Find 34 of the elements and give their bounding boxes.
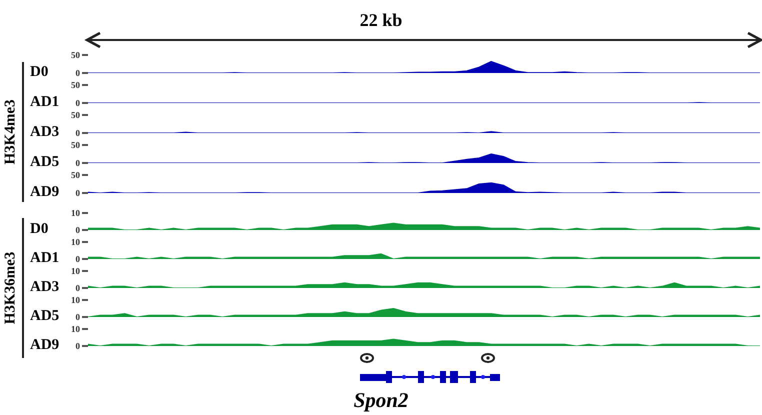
y-tick-label: 50 <box>71 50 80 60</box>
y-tick-label: 50 <box>71 170 80 180</box>
y-tick-label: 10 <box>71 237 80 248</box>
text: H3K4me3 <box>2 100 20 164</box>
y-tick-label: 0 <box>76 158 80 168</box>
y-axis-title: AD1 <box>30 250 60 267</box>
y-axis-title: AD9 <box>30 184 60 201</box>
y-tick-label: 10 <box>71 324 80 334</box>
y-tick-label: 50 <box>71 110 80 120</box>
y-tick-label: 0 <box>76 98 80 108</box>
y-tick-label: 0 <box>76 225 80 236</box>
y-axis-title: D0 <box>30 64 48 81</box>
y-tick-label: 0 <box>76 128 80 138</box>
x-axis-title: Spon2 <box>352 388 410 413</box>
y-tick-label: 0 <box>76 283 80 294</box>
y-tick-label: 0 <box>76 188 80 198</box>
y-tick-label: 10 <box>71 295 80 306</box>
y-axis-title: AD1 <box>30 94 60 111</box>
y-tick-label: 50 <box>71 140 80 150</box>
y-axis-title: AD3 <box>30 124 60 141</box>
y-tick-label: 0 <box>76 254 80 264</box>
y-axis-title: AD3 <box>30 279 60 296</box>
y-axis-title: AD5 <box>30 154 60 171</box>
y-tick-label: 0 <box>76 341 80 352</box>
y-tick-label: 10 <box>71 266 80 276</box>
y-axis-title: AD9 <box>30 337 60 354</box>
chart-title: 22 kb <box>358 10 404 31</box>
y-axis-title: D0 <box>30 221 48 238</box>
text: H3K36me3 <box>2 252 20 324</box>
y-tick-label: 10 <box>71 208 80 218</box>
y-axis-title: AD5 <box>30 308 60 325</box>
y-tick-label: 50 <box>71 80 80 90</box>
y-tick-label: 0 <box>76 68 80 78</box>
y-tick-label: 0 <box>76 312 80 322</box>
